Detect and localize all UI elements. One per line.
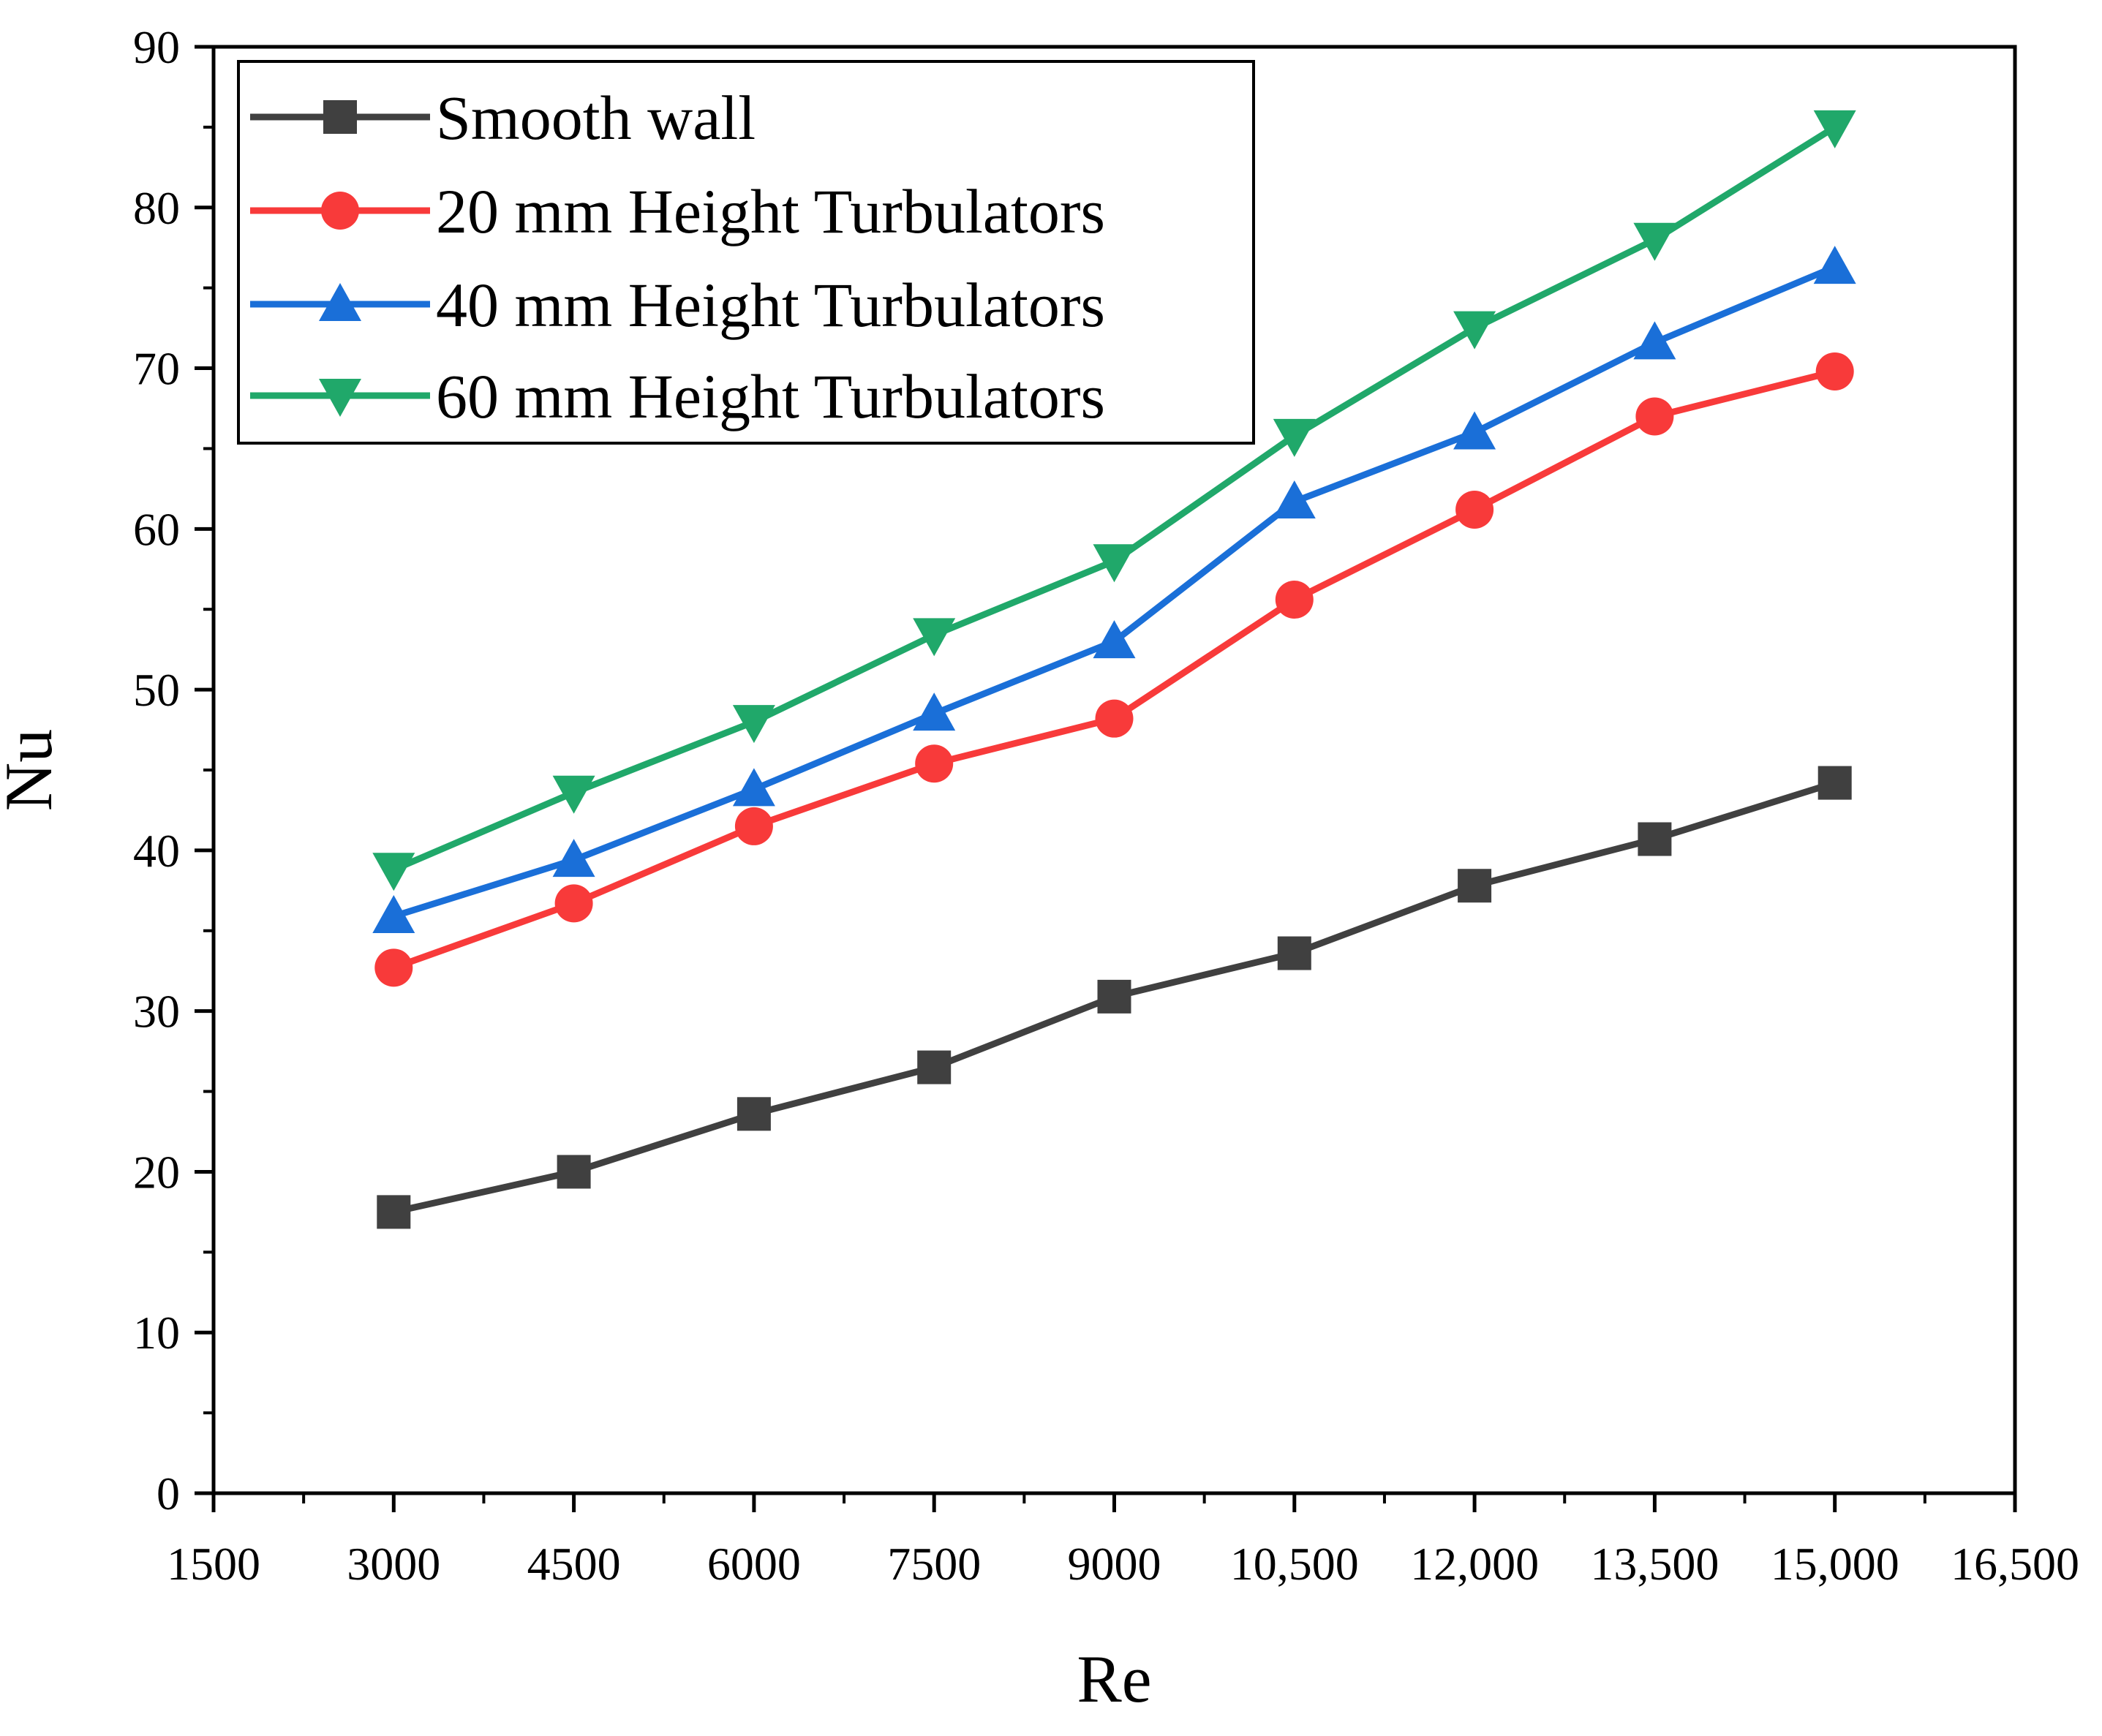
- data-point-40-mm-height-turbulators: [552, 839, 595, 878]
- series-layer: [372, 110, 1856, 1229]
- y-tick-label: 80: [133, 182, 180, 234]
- x-tick-label: 10,500: [1230, 1538, 1359, 1590]
- legend-marker: [319, 379, 361, 417]
- data-point-smooth-wall: [737, 1097, 771, 1131]
- data-point-smooth-wall: [917, 1050, 952, 1084]
- x-tick-label: 3000: [347, 1538, 440, 1590]
- y-tick-label: 0: [157, 1468, 180, 1520]
- data-point-20-mm-height-turbulators: [1455, 490, 1494, 529]
- y-tick-label: 10: [133, 1307, 180, 1359]
- x-tick-label: 15,000: [1771, 1538, 1899, 1590]
- legend-marker: [319, 283, 361, 321]
- axis-layer: 1500 3000 4500 6000 7500 9000 10,500 12,000 13,5…: [133, 21, 2079, 1590]
- series-line-20-mm-height-turbulators: [392, 368, 1836, 971]
- x-tick-label: 9000: [1068, 1538, 1161, 1590]
- data-point-smooth-wall: [1277, 936, 1311, 970]
- data-point-20-mm-height-turbulators: [374, 948, 413, 987]
- y-tick-label: 90: [133, 21, 180, 73]
- y-tick-label: 30: [133, 986, 180, 1038]
- x-tick-label: 7500: [887, 1538, 981, 1590]
- data-point-smooth-wall: [377, 1195, 411, 1229]
- legend-label: 60 mm Height Turbulators: [436, 361, 1105, 431]
- data-point-40-mm-height-turbulators: [1273, 480, 1316, 518]
- x-axis-title: Re: [1077, 1642, 1151, 1716]
- legend-marker: [321, 192, 359, 230]
- data-point-60-mm-height-turbulators: [913, 618, 956, 657]
- data-point-20-mm-height-turbulators: [734, 807, 773, 845]
- data-point-smooth-wall: [1638, 822, 1672, 856]
- data-point-60-mm-height-turbulators: [372, 853, 415, 891]
- y-tick-label: 60: [133, 503, 180, 555]
- legend-marker: [323, 100, 357, 134]
- series-60-mm-height-turbulators: [372, 110, 1856, 891]
- x-tick-label: 12,000: [1410, 1538, 1539, 1590]
- data-point-40-mm-height-turbulators: [1633, 321, 1676, 360]
- legend-item: 40 mm Height Turbulators: [250, 270, 1105, 340]
- legend: Smooth wall 20 mm Height Turbulators 40 mm…: [237, 60, 1255, 445]
- data-point-40-mm-height-turbulators: [372, 894, 415, 933]
- legend-label: Smooth wall: [436, 83, 756, 153]
- data-point-smooth-wall: [557, 1155, 591, 1189]
- data-point-40-mm-height-turbulators: [732, 768, 775, 807]
- data-point-smooth-wall: [1458, 869, 1492, 903]
- data-point-40-mm-height-turbulators: [1093, 620, 1136, 659]
- data-point-20-mm-height-turbulators: [915, 744, 954, 783]
- data-point-60-mm-height-turbulators: [1813, 110, 1856, 148]
- series-40-mm-height-turbulators: [372, 246, 1856, 933]
- x-tick-label: 6000: [707, 1538, 801, 1590]
- x-tick-label: 4500: [527, 1538, 621, 1590]
- legend-label: 20 mm Height Turbulators: [436, 176, 1105, 246]
- data-point-40-mm-height-turbulators: [1453, 411, 1496, 450]
- data-point-smooth-wall: [1097, 979, 1131, 1014]
- y-tick-label: 50: [133, 664, 180, 716]
- data-point-20-mm-height-turbulators: [1635, 397, 1674, 436]
- data-point-60-mm-height-turbulators: [1273, 418, 1316, 457]
- x-tick-label: 1500: [167, 1538, 260, 1590]
- y-tick-label: 20: [133, 1146, 180, 1198]
- data-point-60-mm-height-turbulators: [552, 775, 595, 814]
- data-point-20-mm-height-turbulators: [1275, 581, 1314, 619]
- data-point-40-mm-height-turbulators: [913, 692, 956, 731]
- x-tick-label: 13,500: [1590, 1538, 1719, 1590]
- y-tick-label: 70: [133, 343, 180, 395]
- legend-item: 20 mm Height Turbulators: [250, 176, 1105, 246]
- series-smooth-wall: [377, 766, 1852, 1229]
- data-point-40-mm-height-turbulators: [1813, 246, 1856, 284]
- legend-label: 40 mm Height Turbulators: [436, 270, 1105, 340]
- data-point-60-mm-height-turbulators: [1093, 544, 1136, 583]
- x-tick-label: 16,500: [1951, 1538, 2079, 1590]
- y-axis-title: Nu: [0, 729, 66, 811]
- series-20-mm-height-turbulators: [374, 352, 1854, 987]
- legend-item: Smooth wall: [250, 83, 756, 153]
- legend-item: 60 mm Height Turbulators: [250, 361, 1105, 431]
- y-tick-label: 40: [133, 825, 180, 877]
- data-point-20-mm-height-turbulators: [1095, 699, 1134, 738]
- data-point-20-mm-height-turbulators: [554, 884, 593, 923]
- data-point-60-mm-height-turbulators: [732, 705, 775, 744]
- data-point-60-mm-height-turbulators: [1453, 311, 1496, 350]
- data-point-20-mm-height-turbulators: [1815, 352, 1854, 390]
- legend-box: [237, 60, 1255, 445]
- data-point-60-mm-height-turbulators: [1633, 222, 1676, 261]
- data-point-smooth-wall: [1817, 766, 1852, 800]
